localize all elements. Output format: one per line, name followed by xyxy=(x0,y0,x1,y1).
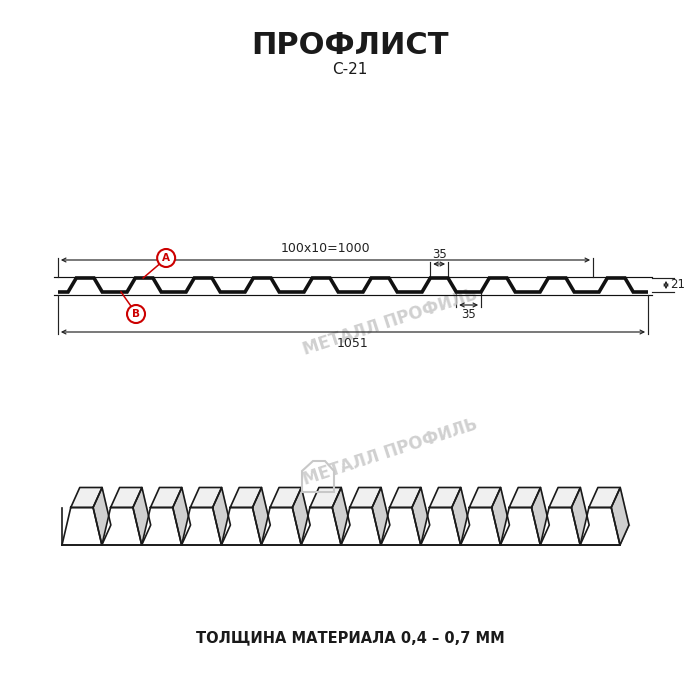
Polygon shape xyxy=(111,487,142,508)
Polygon shape xyxy=(469,487,500,508)
Polygon shape xyxy=(350,487,381,508)
Text: 100х10=1000: 100х10=1000 xyxy=(281,242,370,255)
Polygon shape xyxy=(173,487,190,545)
Polygon shape xyxy=(190,487,222,508)
Polygon shape xyxy=(62,508,102,545)
Polygon shape xyxy=(611,487,629,545)
Text: МЕТАЛЛ ПРОФИЛЬ: МЕТАЛЛ ПРОФИЛЬ xyxy=(300,415,480,489)
Polygon shape xyxy=(332,487,350,545)
Polygon shape xyxy=(500,508,540,545)
Polygon shape xyxy=(580,508,620,545)
Polygon shape xyxy=(93,487,111,545)
Polygon shape xyxy=(102,508,141,545)
Polygon shape xyxy=(141,508,181,545)
Text: ПРОФЛИСТ: ПРОФЛИСТ xyxy=(251,31,449,60)
Polygon shape xyxy=(150,487,182,508)
Polygon shape xyxy=(531,487,550,545)
Polygon shape xyxy=(390,487,421,508)
Polygon shape xyxy=(452,487,470,545)
Text: 35: 35 xyxy=(461,308,476,321)
Circle shape xyxy=(157,249,175,267)
Polygon shape xyxy=(133,487,150,545)
Polygon shape xyxy=(412,487,430,545)
Polygon shape xyxy=(461,508,500,545)
Polygon shape xyxy=(589,487,620,508)
Text: A: A xyxy=(162,253,170,263)
Polygon shape xyxy=(293,487,310,545)
Circle shape xyxy=(127,305,145,323)
Polygon shape xyxy=(430,487,461,508)
Polygon shape xyxy=(181,508,221,545)
Polygon shape xyxy=(301,508,341,545)
Text: МЕТАЛЛ ПРОФИЛЬ: МЕТАЛЛ ПРОФИЛЬ xyxy=(300,285,480,359)
Polygon shape xyxy=(71,487,102,508)
Polygon shape xyxy=(491,487,510,545)
Text: ТОЛЩИНА МАТЕРИАЛА 0,4 – 0,7 ММ: ТОЛЩИНА МАТЕРИАЛА 0,4 – 0,7 ММ xyxy=(195,631,505,645)
Polygon shape xyxy=(261,508,301,545)
Polygon shape xyxy=(549,487,580,508)
Text: 1051: 1051 xyxy=(337,337,369,350)
Polygon shape xyxy=(381,508,421,545)
Polygon shape xyxy=(540,508,580,545)
Polygon shape xyxy=(253,487,270,545)
Text: B: B xyxy=(132,309,140,319)
Text: 35: 35 xyxy=(432,248,447,261)
Polygon shape xyxy=(421,508,461,545)
Polygon shape xyxy=(341,508,381,545)
Polygon shape xyxy=(571,487,589,545)
Polygon shape xyxy=(509,487,540,508)
Polygon shape xyxy=(221,508,261,545)
Text: С-21: С-21 xyxy=(332,62,368,78)
Polygon shape xyxy=(310,487,341,508)
Polygon shape xyxy=(230,487,262,508)
Polygon shape xyxy=(372,487,390,545)
Text: 21: 21 xyxy=(670,279,685,291)
Polygon shape xyxy=(270,487,302,508)
Polygon shape xyxy=(213,487,230,545)
